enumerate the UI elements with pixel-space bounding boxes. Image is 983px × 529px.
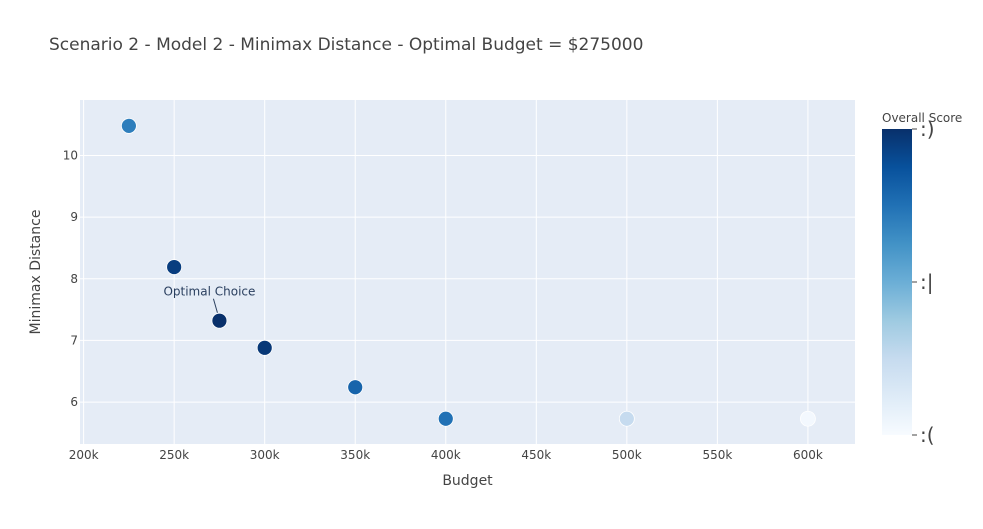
annotation-label: Optimal Choice (163, 285, 255, 299)
colorbar: Overall Score :) :| :( (882, 111, 962, 447)
grid-lines (80, 100, 855, 444)
x-tick-label: 550k (702, 448, 732, 462)
x-tick-label: 600k (793, 448, 823, 462)
colorbar-gradient (882, 129, 912, 435)
chart-title: Scenario 2 - Model 2 - Minimax Distance … (49, 35, 643, 55)
scatter-point (618, 410, 635, 427)
colorbar-tick-label: :| (920, 270, 933, 294)
scatter-point (347, 379, 364, 396)
y-tick-labels: 6 7 8 9 10 (63, 148, 78, 409)
x-tick-label: 400k (431, 448, 461, 462)
scatter-point (120, 117, 137, 134)
x-axis-title: Budget (442, 473, 493, 489)
x-tick-label: 350k (340, 448, 370, 462)
scatter-point (211, 312, 228, 329)
x-tick-label: 450k (521, 448, 551, 462)
scatter-point (437, 410, 454, 427)
y-tick-label: 6 (70, 395, 78, 409)
colorbar-tick-label: :( (920, 423, 935, 447)
colorbar-tick-label: :) (920, 117, 935, 141)
y-tick-label: 10 (63, 148, 78, 162)
x-tick-label: 200k (69, 448, 99, 462)
colorbar-ticks: :) :| :( (912, 117, 935, 447)
y-axis-title: Minimax Distance (28, 210, 44, 335)
scatter-point (800, 410, 816, 427)
y-tick-label: 7 (70, 333, 78, 347)
annotation-arrow (212, 298, 218, 313)
x-tick-label: 500k (612, 448, 642, 462)
y-tick-label: 8 (70, 272, 78, 286)
x-tick-label: 250k (159, 448, 189, 462)
colorbar-title: Overall Score (882, 111, 962, 125)
x-tick-label: 300k (250, 448, 280, 462)
annotations: Optimal Choice (163, 285, 255, 313)
data-points (120, 117, 816, 427)
plot-area (80, 100, 855, 444)
scatter-point (256, 339, 273, 356)
scatter-point (166, 259, 183, 275)
y-tick-label: 9 (70, 210, 78, 224)
x-tick-labels: 200k 250k 300k 350k 400k 450k 500k 550k 600k (69, 448, 823, 462)
